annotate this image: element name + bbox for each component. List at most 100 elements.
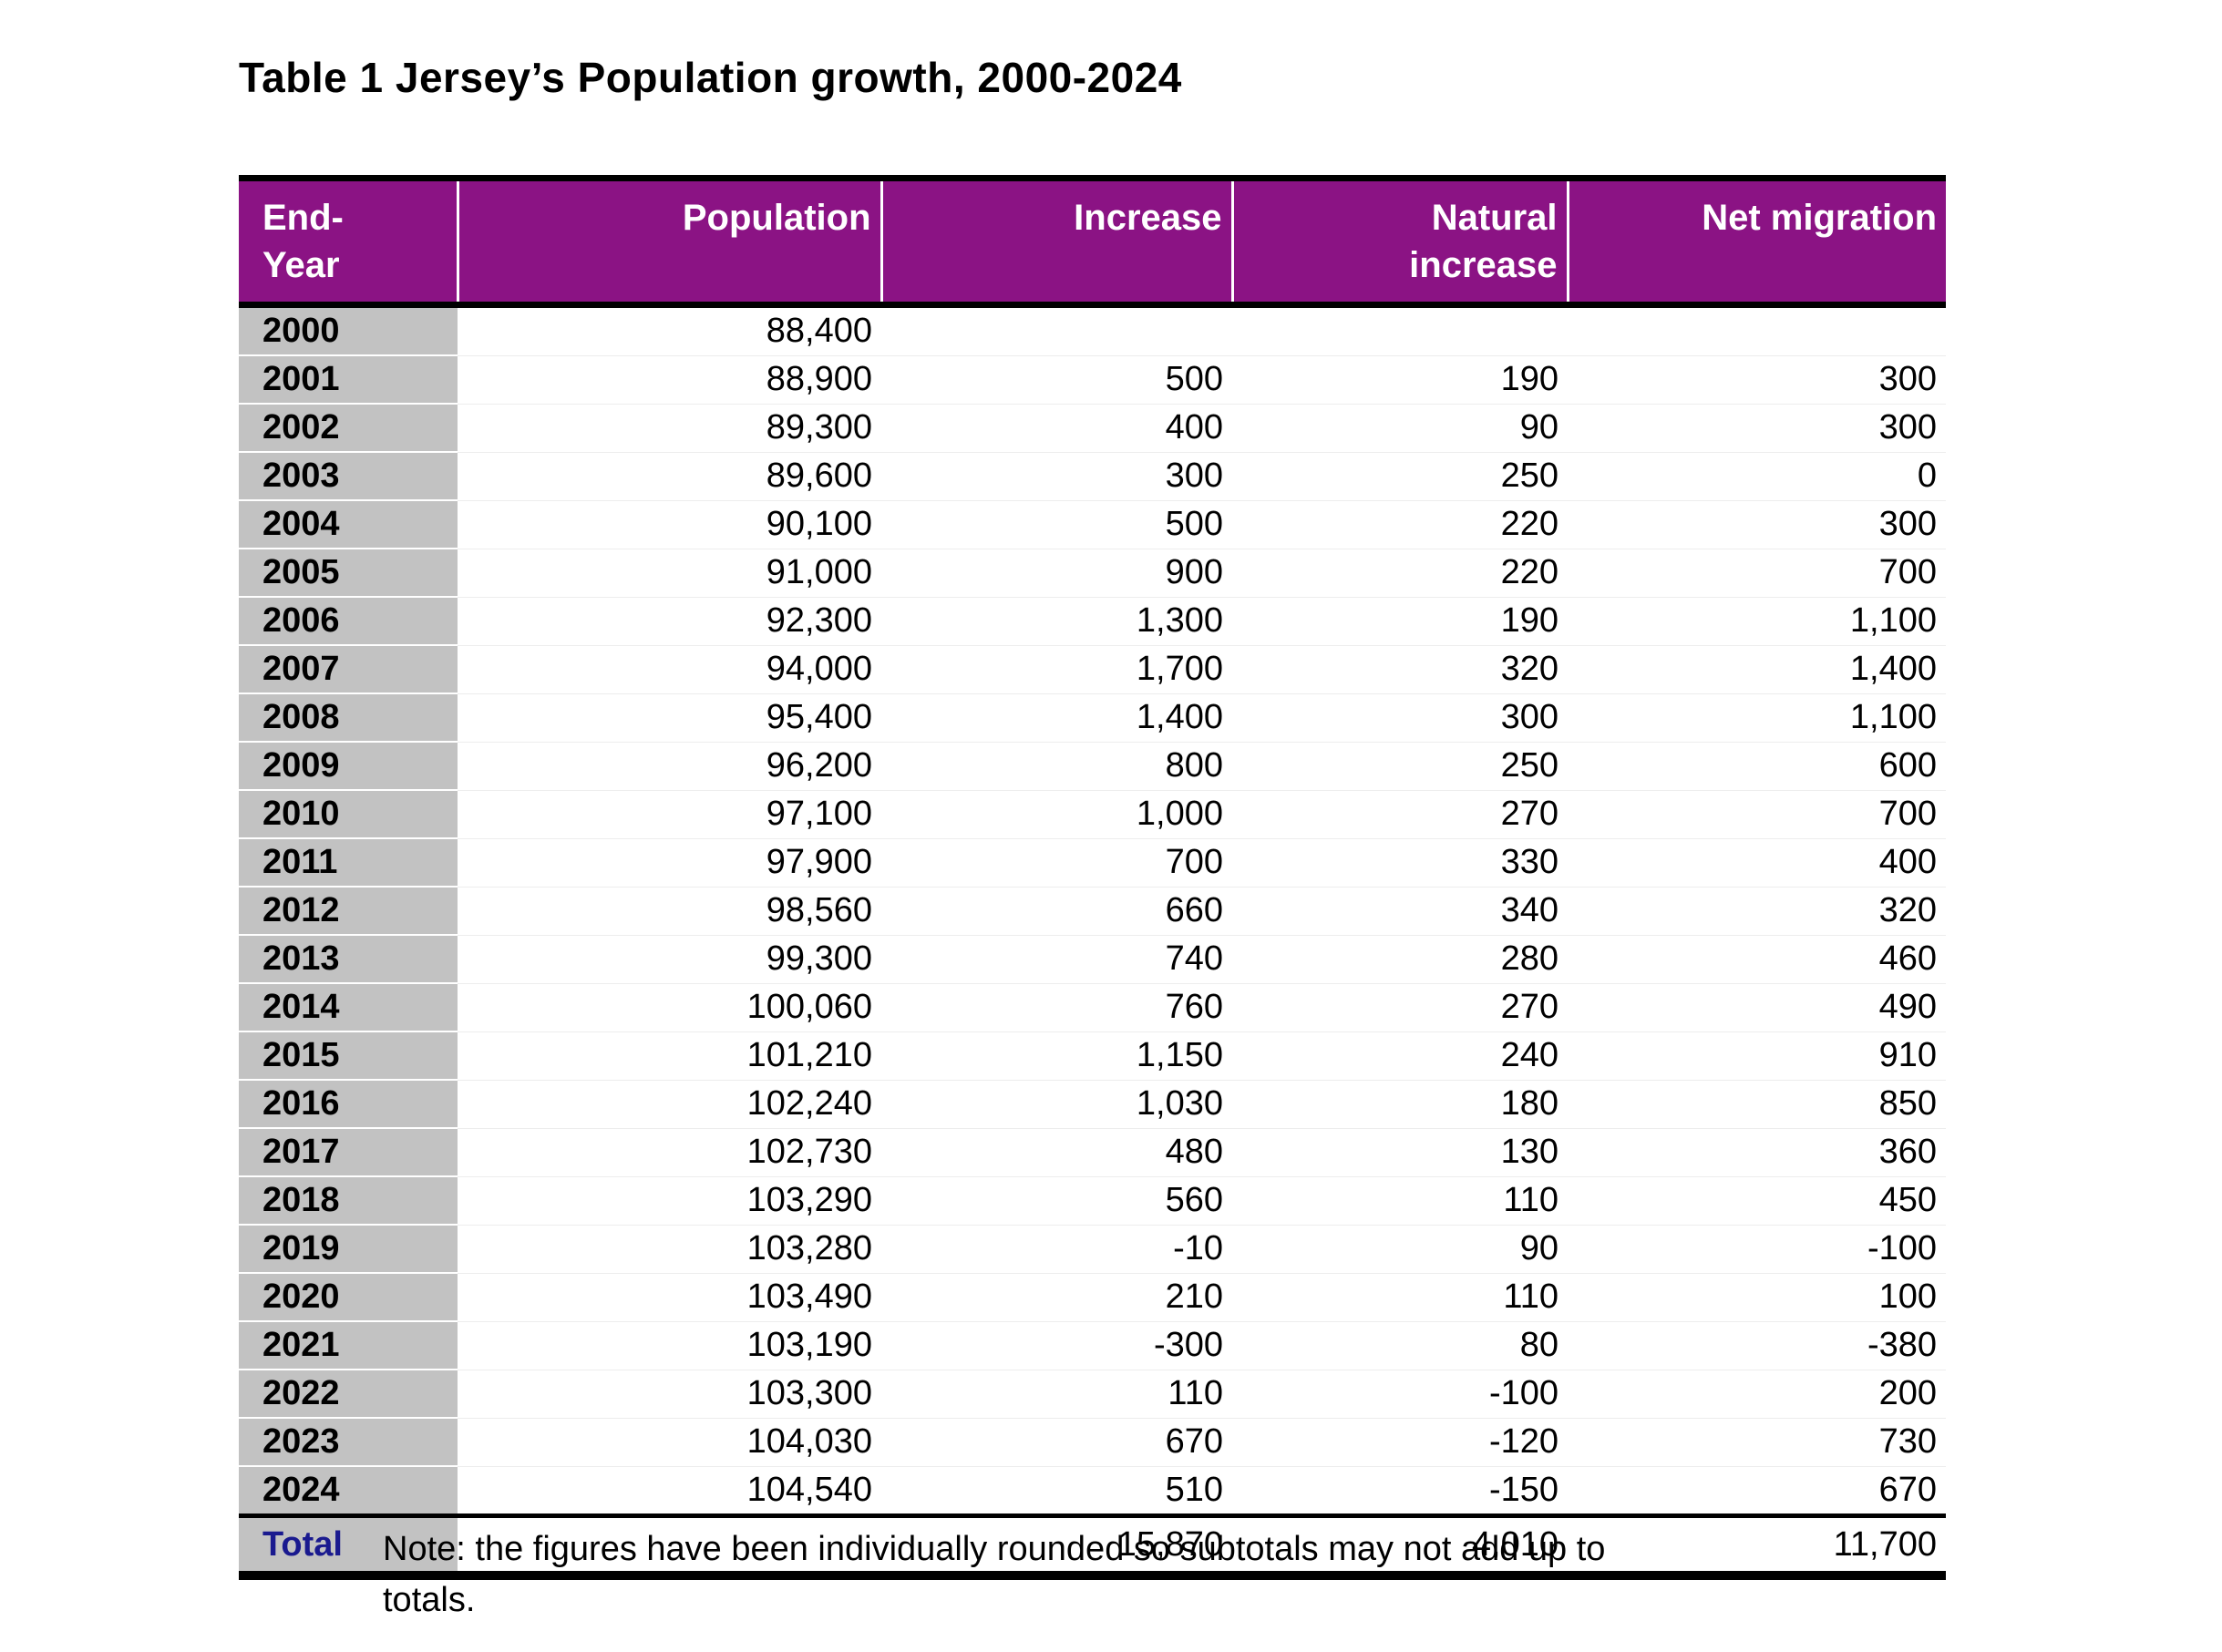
year-label: 2024 bbox=[239, 1465, 458, 1516]
natural-increase-value: 220 bbox=[1232, 499, 1568, 549]
population-value: 99,300 bbox=[458, 934, 881, 983]
table-row: 2017 102,730 480 130 360 bbox=[239, 1127, 1946, 1176]
population-value: 102,240 bbox=[458, 1079, 881, 1128]
natural-increase-value: -100 bbox=[1232, 1369, 1568, 1418]
increase-value bbox=[881, 304, 1232, 355]
net-migration-value: -100 bbox=[1568, 1224, 1946, 1273]
net-migration-value: -380 bbox=[1568, 1320, 1946, 1370]
natural-increase-value: 270 bbox=[1232, 982, 1568, 1031]
year-label: 2009 bbox=[239, 741, 458, 790]
population-value: 90,100 bbox=[458, 499, 881, 549]
population-value: 103,290 bbox=[458, 1175, 881, 1225]
net-migration-value: 450 bbox=[1568, 1175, 1946, 1225]
net-migration-value: 700 bbox=[1568, 789, 1946, 838]
net-migration-value: 400 bbox=[1568, 837, 1946, 887]
increase-value: -10 bbox=[881, 1224, 1232, 1273]
population-value: 96,200 bbox=[458, 741, 881, 790]
net-migration-value: 1,100 bbox=[1568, 693, 1946, 742]
natural-increase-value: 250 bbox=[1232, 451, 1568, 500]
natural-increase-value: 90 bbox=[1232, 1224, 1568, 1273]
natural-increase-value: -150 bbox=[1232, 1465, 1568, 1516]
population-value: 103,300 bbox=[458, 1369, 881, 1418]
natural-increase-value: 180 bbox=[1232, 1079, 1568, 1128]
population-value: 89,600 bbox=[458, 451, 881, 500]
population-value: 103,280 bbox=[458, 1224, 881, 1273]
natural-increase-value: 220 bbox=[1232, 548, 1568, 597]
population-table: End- Year Population Increase Natural in… bbox=[239, 175, 1946, 1580]
table-row: 2007 94,000 1,700 320 1,400 bbox=[239, 644, 1946, 693]
table-row: 2016 102,240 1,030 180 850 bbox=[239, 1079, 1946, 1128]
natural-increase-value: 90 bbox=[1232, 403, 1568, 452]
header-row: End- Year Population Increase Natural in… bbox=[239, 178, 1946, 305]
natural-increase-value: 340 bbox=[1232, 886, 1568, 935]
table-row: 2020 103,490 210 110 100 bbox=[239, 1272, 1946, 1321]
year-label: 2005 bbox=[239, 548, 458, 597]
population-value: 89,300 bbox=[458, 403, 881, 452]
natural-increase-value: -120 bbox=[1232, 1417, 1568, 1466]
increase-value: 740 bbox=[881, 934, 1232, 983]
year-label: 2001 bbox=[239, 354, 458, 404]
table-row: 2012 98,560 660 340 320 bbox=[239, 886, 1946, 935]
year-label: 2002 bbox=[239, 403, 458, 452]
year-label: 2023 bbox=[239, 1417, 458, 1466]
table-row: 2005 91,000 900 220 700 bbox=[239, 548, 1946, 597]
total-population-value bbox=[458, 1515, 881, 1575]
natural-increase-value: 80 bbox=[1232, 1320, 1568, 1370]
total-natural-increase-value: 4,010 bbox=[1232, 1515, 1568, 1575]
increase-value: 400 bbox=[881, 403, 1232, 452]
population-value: 102,730 bbox=[458, 1127, 881, 1176]
natural-increase-value: 130 bbox=[1232, 1127, 1568, 1176]
table-row: 2015 101,210 1,150 240 910 bbox=[239, 1031, 1946, 1080]
increase-value: -300 bbox=[881, 1320, 1232, 1370]
increase-value: 560 bbox=[881, 1175, 1232, 1225]
header-population: Population bbox=[458, 178, 883, 305]
population-value: 91,000 bbox=[458, 548, 881, 597]
net-migration-value: 0 bbox=[1568, 451, 1946, 500]
year-label: 2022 bbox=[239, 1369, 458, 1418]
increase-value: 110 bbox=[881, 1369, 1232, 1418]
net-migration-value: 200 bbox=[1568, 1369, 1946, 1418]
header-natural-increase: Natural increase bbox=[1232, 178, 1569, 305]
total-row: Total 15,870 4,010 11,700 bbox=[239, 1515, 1946, 1575]
year-label: 2018 bbox=[239, 1175, 458, 1225]
table-row: 2013 99,300 740 280 460 bbox=[239, 934, 1946, 983]
population-value: 92,300 bbox=[458, 596, 881, 645]
natural-increase-value: 110 bbox=[1232, 1175, 1568, 1225]
net-migration-value: 850 bbox=[1568, 1079, 1946, 1128]
table-row: 2006 92,300 1,300 190 1,100 bbox=[239, 596, 1946, 645]
increase-value: 300 bbox=[881, 451, 1232, 500]
table-row: 2008 95,400 1,400 300 1,100 bbox=[239, 693, 1946, 742]
table-title: Table 1 Jersey’s Population growth, 2000… bbox=[239, 54, 1182, 101]
year-label: 2006 bbox=[239, 596, 458, 645]
increase-value: 500 bbox=[881, 499, 1232, 549]
table-row: 2000 88,400 bbox=[239, 303, 1946, 355]
table-row: 2010 97,100 1,000 270 700 bbox=[239, 789, 1946, 838]
net-migration-value: 600 bbox=[1568, 741, 1946, 790]
increase-value: 660 bbox=[881, 886, 1232, 935]
net-migration-value: 300 bbox=[1568, 354, 1946, 404]
year-label: 2020 bbox=[239, 1272, 458, 1321]
year-label: 2016 bbox=[239, 1079, 458, 1128]
year-label: 2008 bbox=[239, 693, 458, 742]
net-migration-value: 670 bbox=[1568, 1465, 1946, 1516]
table-footer: Total 15,870 4,010 11,700 bbox=[239, 1515, 1946, 1575]
net-migration-value: 320 bbox=[1568, 886, 1946, 935]
table-row: 2001 88,900 500 190 300 bbox=[239, 354, 1946, 404]
increase-value: 510 bbox=[881, 1465, 1232, 1516]
population-value: 101,210 bbox=[458, 1031, 881, 1080]
table-row: 2024 104,540 510 -150 670 bbox=[239, 1465, 1946, 1516]
net-migration-value bbox=[1568, 304, 1946, 355]
year-label: 2007 bbox=[239, 644, 458, 693]
population-value: 94,000 bbox=[458, 644, 881, 693]
population-value: 104,030 bbox=[458, 1417, 881, 1466]
total-net-migration-value: 11,700 bbox=[1568, 1515, 1946, 1575]
population-value: 100,060 bbox=[458, 982, 881, 1031]
net-migration-value: 300 bbox=[1568, 499, 1946, 549]
year-label: 2017 bbox=[239, 1127, 458, 1176]
net-migration-value: 1,400 bbox=[1568, 644, 1946, 693]
table-row: 2018 103,290 560 110 450 bbox=[239, 1175, 1946, 1225]
year-label: 2013 bbox=[239, 934, 458, 983]
natural-increase-value bbox=[1232, 304, 1568, 355]
natural-increase-value: 320 bbox=[1232, 644, 1568, 693]
net-migration-value: 490 bbox=[1568, 982, 1946, 1031]
